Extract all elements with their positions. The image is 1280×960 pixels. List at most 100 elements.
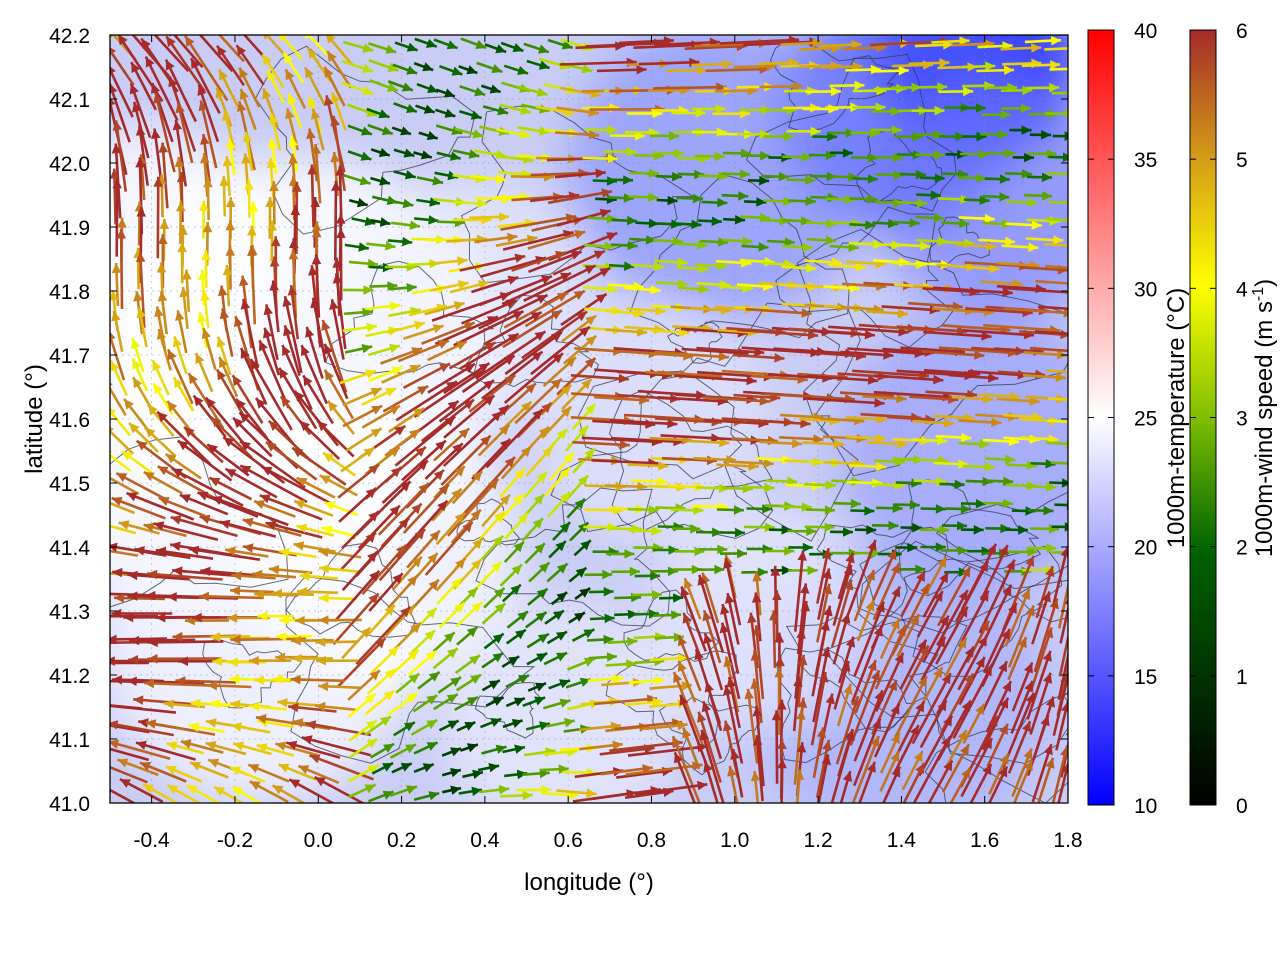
wind-vector	[592, 419, 656, 426]
wind-vector-head	[1041, 130, 1052, 140]
wind-vector-head	[129, 635, 140, 646]
wind-vector-head	[943, 715, 953, 727]
wind-vector-head	[119, 779, 131, 788]
wind-vector-head	[356, 197, 368, 208]
wind-vector-head	[316, 655, 326, 666]
wind-vector-head	[872, 718, 882, 730]
wind-vector-head	[1021, 125, 1032, 135]
wind-vector-head	[463, 321, 475, 331]
wind-vector-head	[378, 147, 390, 157]
wind-vector	[847, 539, 877, 614]
wind-vector-head	[508, 656, 520, 666]
wind-vector-head	[212, 656, 223, 667]
wind-vector-head	[98, 521, 109, 530]
wind-vector-head	[555, 541, 566, 552]
wind-vector-head	[180, 739, 192, 749]
wind-vector-head	[147, 637, 158, 648]
wind-vector-head	[855, 262, 866, 272]
wind-vector-head	[797, 697, 808, 708]
wind-vector-head	[297, 586, 308, 597]
wind-vector-head	[1042, 650, 1052, 662]
wind-vector-head	[358, 242, 369, 252]
wind-vector-head	[775, 656, 785, 667]
wind-vector	[721, 603, 740, 674]
wind-vector-head	[112, 567, 123, 578]
temperature-colorbar-title: 1000m-temperature (°C)	[1163, 288, 1190, 548]
wind-vector-head	[1024, 152, 1034, 163]
wind-vector-head	[1067, 616, 1068, 618]
wind-vector-head	[551, 378, 562, 390]
wind-vector	[849, 669, 881, 746]
wind-vector-head	[231, 722, 242, 732]
wind-vector-head	[800, 601, 811, 612]
wind-vector-head	[96, 497, 107, 506]
wind-vector-head	[805, 196, 816, 206]
wind-vector-head	[463, 399, 474, 410]
wind-vector	[1049, 481, 1068, 485]
wind-vector	[1058, 632, 1068, 677]
wind-vector-head	[404, 605, 415, 616]
wind-vector	[151, 82, 174, 143]
wind-vector-head	[697, 780, 708, 791]
wind-vector-head	[215, 87, 225, 99]
wind-vector	[144, 56, 179, 122]
wind-vector-head	[973, 525, 984, 535]
wind-vector-head	[822, 583, 832, 595]
wind-vector-head	[867, 174, 878, 184]
wind-vector-head	[411, 503, 422, 515]
wind-vector-head	[520, 105, 531, 115]
wind-vector-head	[891, 125, 902, 135]
wind-vector-head	[318, 681, 329, 692]
wind-vector-head	[319, 564, 330, 574]
wind-vector-head	[172, 336, 182, 348]
wind-vector-head	[535, 682, 547, 692]
wind-vector-head	[1064, 522, 1068, 532]
wind-vector-head	[532, 409, 543, 420]
wind-vector	[110, 453, 132, 473]
wind-vector-head	[145, 56, 155, 68]
wind-vector-head	[489, 84, 501, 94]
wind-vector-head	[294, 390, 305, 402]
wind-vector-head	[937, 435, 948, 446]
wind-vector-head	[317, 420, 328, 432]
wind-vector-head	[401, 82, 413, 92]
wind-vector	[314, 776, 366, 803]
wind-vector-head	[957, 545, 968, 556]
wind-vector-head	[961, 566, 971, 578]
wind-vector-head	[599, 267, 611, 277]
wind-vector-head	[691, 219, 702, 230]
wind-vector-head	[939, 615, 949, 627]
y-tick-label: 41.4	[49, 537, 90, 560]
wind-vector	[810, 329, 875, 337]
wind-vector-head	[424, 630, 436, 641]
wind-vector-head	[825, 480, 836, 490]
wind-vector-head	[452, 443, 463, 454]
wind-vector-head	[957, 521, 968, 531]
wind-vector-head	[190, 761, 202, 771]
wind-vector-head	[406, 693, 418, 703]
wind-vector-head	[293, 541, 305, 551]
wind-vector-head	[126, 492, 138, 502]
wind-vector-head	[306, 128, 316, 139]
wind-vector-head	[626, 659, 637, 669]
wind-vector-head	[536, 295, 548, 304]
wind-vector-head	[415, 446, 426, 457]
wind-vector-head	[488, 680, 500, 690]
wind-vector-head	[824, 522, 835, 532]
wind-vector	[962, 329, 1035, 337]
wind-vector-head	[695, 108, 706, 118]
wind-vector-head	[330, 115, 340, 127]
wind-vector-head	[854, 80, 865, 91]
wind-vector-head	[777, 758, 787, 769]
wind-vector-head	[269, 181, 279, 192]
wind-vector-head	[261, 466, 273, 476]
wind-vector	[147, 640, 224, 644]
wind-vector	[851, 735, 880, 803]
wind-vector-head	[717, 544, 728, 555]
wind-vector-head	[446, 648, 458, 659]
wind-vector-head	[168, 76, 178, 88]
wind-vector-head	[407, 650, 419, 661]
wind-vector-head	[1060, 546, 1068, 557]
wind-vector-head	[499, 424, 510, 436]
